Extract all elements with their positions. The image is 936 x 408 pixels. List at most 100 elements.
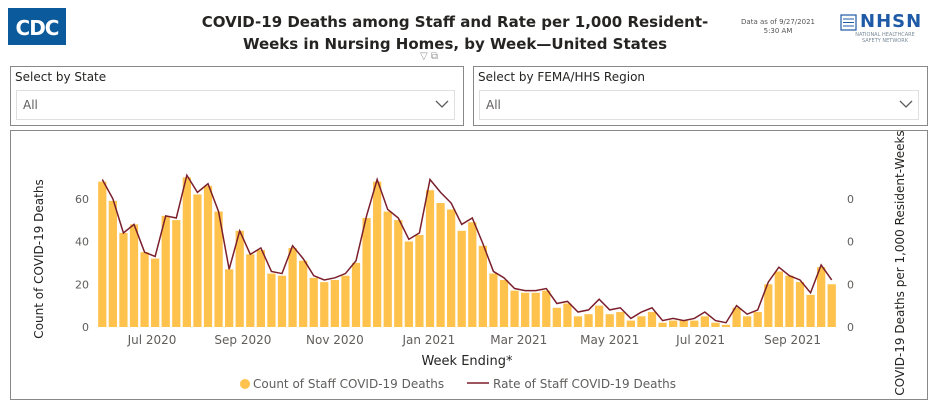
x-tick-label: Nov 2020 <box>306 333 364 347</box>
bar <box>542 290 551 327</box>
funnel-icon[interactable]: ▽ <box>420 51 428 62</box>
nhsn-wordmark: NHSN <box>860 11 923 32</box>
bar <box>330 279 339 327</box>
bar <box>764 284 773 327</box>
combo-chart: 0 20 40 60 0 0 0 0 Jul 2020 Sep 2020 Nov 2020 Jan… <box>32 130 907 396</box>
bar <box>785 275 794 327</box>
y-tick-label: 0 <box>82 321 89 334</box>
y2-axis-label: COVID-19 Deaths per 1,000 Resident-Weeks <box>893 131 907 396</box>
chart-title: COVID-19 Deaths among Staff and Rate per… <box>150 11 760 55</box>
state-slicer-label: Select by State <box>15 70 107 84</box>
bar <box>573 316 583 327</box>
y-axis-label: Count of COVID-19 Deaths <box>32 179 46 338</box>
bar <box>203 185 213 327</box>
bar <box>267 273 276 327</box>
bar <box>362 217 371 327</box>
bar <box>489 273 498 327</box>
bar <box>584 314 593 327</box>
x-tick-label: Jul 2021 <box>675 333 725 347</box>
bar <box>711 322 720 327</box>
bar <box>182 177 191 328</box>
y2-tick-label: 0 <box>847 321 854 334</box>
nhsn-subtitle-1: NATIONAL HEALTHCARE <box>855 32 915 38</box>
bar <box>235 230 244 327</box>
bar <box>447 209 456 327</box>
bar <box>774 271 783 327</box>
bar <box>119 232 128 327</box>
visual-header-icons: ▽ ⧉ <box>420 51 438 62</box>
bar <box>478 245 487 327</box>
bar <box>468 222 477 327</box>
bar <box>373 181 382 327</box>
legend-bar-marker <box>240 379 250 389</box>
bar <box>225 269 234 327</box>
legend-line-label: Rate of Staff COVID-19 Deaths <box>493 377 676 391</box>
x-tick-label: Mar 2021 <box>490 333 547 347</box>
bar <box>521 292 530 327</box>
data-as-of: Data as of 9/27/2021 5:30 AM <box>728 18 828 36</box>
bar <box>140 252 149 327</box>
bar <box>129 224 139 327</box>
bar <box>616 312 625 327</box>
bar <box>299 260 308 327</box>
state-dropdown-value: All <box>23 98 38 112</box>
bar <box>172 220 181 328</box>
y2-tick-label: 0 <box>847 236 854 249</box>
bar <box>753 312 762 327</box>
legend-bar-label: Count of Staff COVID-19 Deaths <box>253 377 444 391</box>
expand-icon[interactable]: ⧉ <box>430 51 439 62</box>
bar <box>320 282 329 327</box>
bar <box>425 190 435 327</box>
region-dropdown[interactable]: All <box>479 90 919 120</box>
bar <box>415 235 424 327</box>
bar <box>98 181 107 327</box>
asof-date: Data as of 9/27/2021 <box>741 18 815 26</box>
chevron-down-icon <box>899 100 913 108</box>
bar <box>669 320 678 327</box>
nhsn-emblem-icon <box>840 14 857 31</box>
bar <box>151 258 160 327</box>
bar <box>637 316 646 327</box>
bar <box>394 220 403 328</box>
cdc-logo: CDC <box>8 8 66 45</box>
bar <box>436 203 445 327</box>
y2-tick-label: 0 <box>847 193 854 206</box>
x-tick-label: Sep 2021 <box>764 333 821 347</box>
bar <box>193 194 202 327</box>
y-tick-label: 60 <box>75 193 89 206</box>
bar <box>743 316 752 327</box>
rate-series-line <box>101 173 833 324</box>
nhsn-logo: NHSN NATIONAL HEALTHCARE SAFETY NETWORK <box>840 12 930 44</box>
state-dropdown[interactable]: All <box>16 90 455 120</box>
bar <box>499 279 509 327</box>
bar <box>605 314 614 327</box>
title-line-1: COVID-19 Deaths among Staff and Rate per… <box>201 13 709 31</box>
bar <box>658 322 667 327</box>
chart-panel: 0 20 40 60 0 0 0 0 Jul 2020 Sep 2020 Nov 2020 Jan… <box>10 130 928 400</box>
bar <box>817 267 826 327</box>
bar <box>246 254 255 327</box>
bar <box>552 307 561 327</box>
bar <box>626 320 635 327</box>
bar <box>595 305 604 328</box>
state-slicer: Select by State All <box>10 66 464 126</box>
bar <box>806 294 815 327</box>
nhsn-subtitle-2: SAFETY NETWORK <box>861 38 908 44</box>
bar <box>531 292 540 327</box>
x-tick-label: May 2021 <box>580 333 639 347</box>
region-dropdown-value: All <box>486 98 501 112</box>
bar <box>288 247 297 327</box>
title-line-2: Weeks in Nursing Homes, by Week—United S… <box>242 35 668 53</box>
y-tick-label: 20 <box>75 278 89 291</box>
bar <box>341 275 350 327</box>
y2-tick-label: 0 <box>847 278 854 291</box>
x-tick-label: Jul 2020 <box>127 333 177 347</box>
bar <box>827 284 836 327</box>
region-slicer-label: Select by FEMA/HHS Region <box>478 70 646 84</box>
bar <box>404 241 413 327</box>
bar <box>214 211 223 327</box>
x-tick-label: Sep 2020 <box>214 333 271 347</box>
bar <box>679 320 688 327</box>
bar <box>510 290 519 327</box>
bar <box>700 316 709 327</box>
